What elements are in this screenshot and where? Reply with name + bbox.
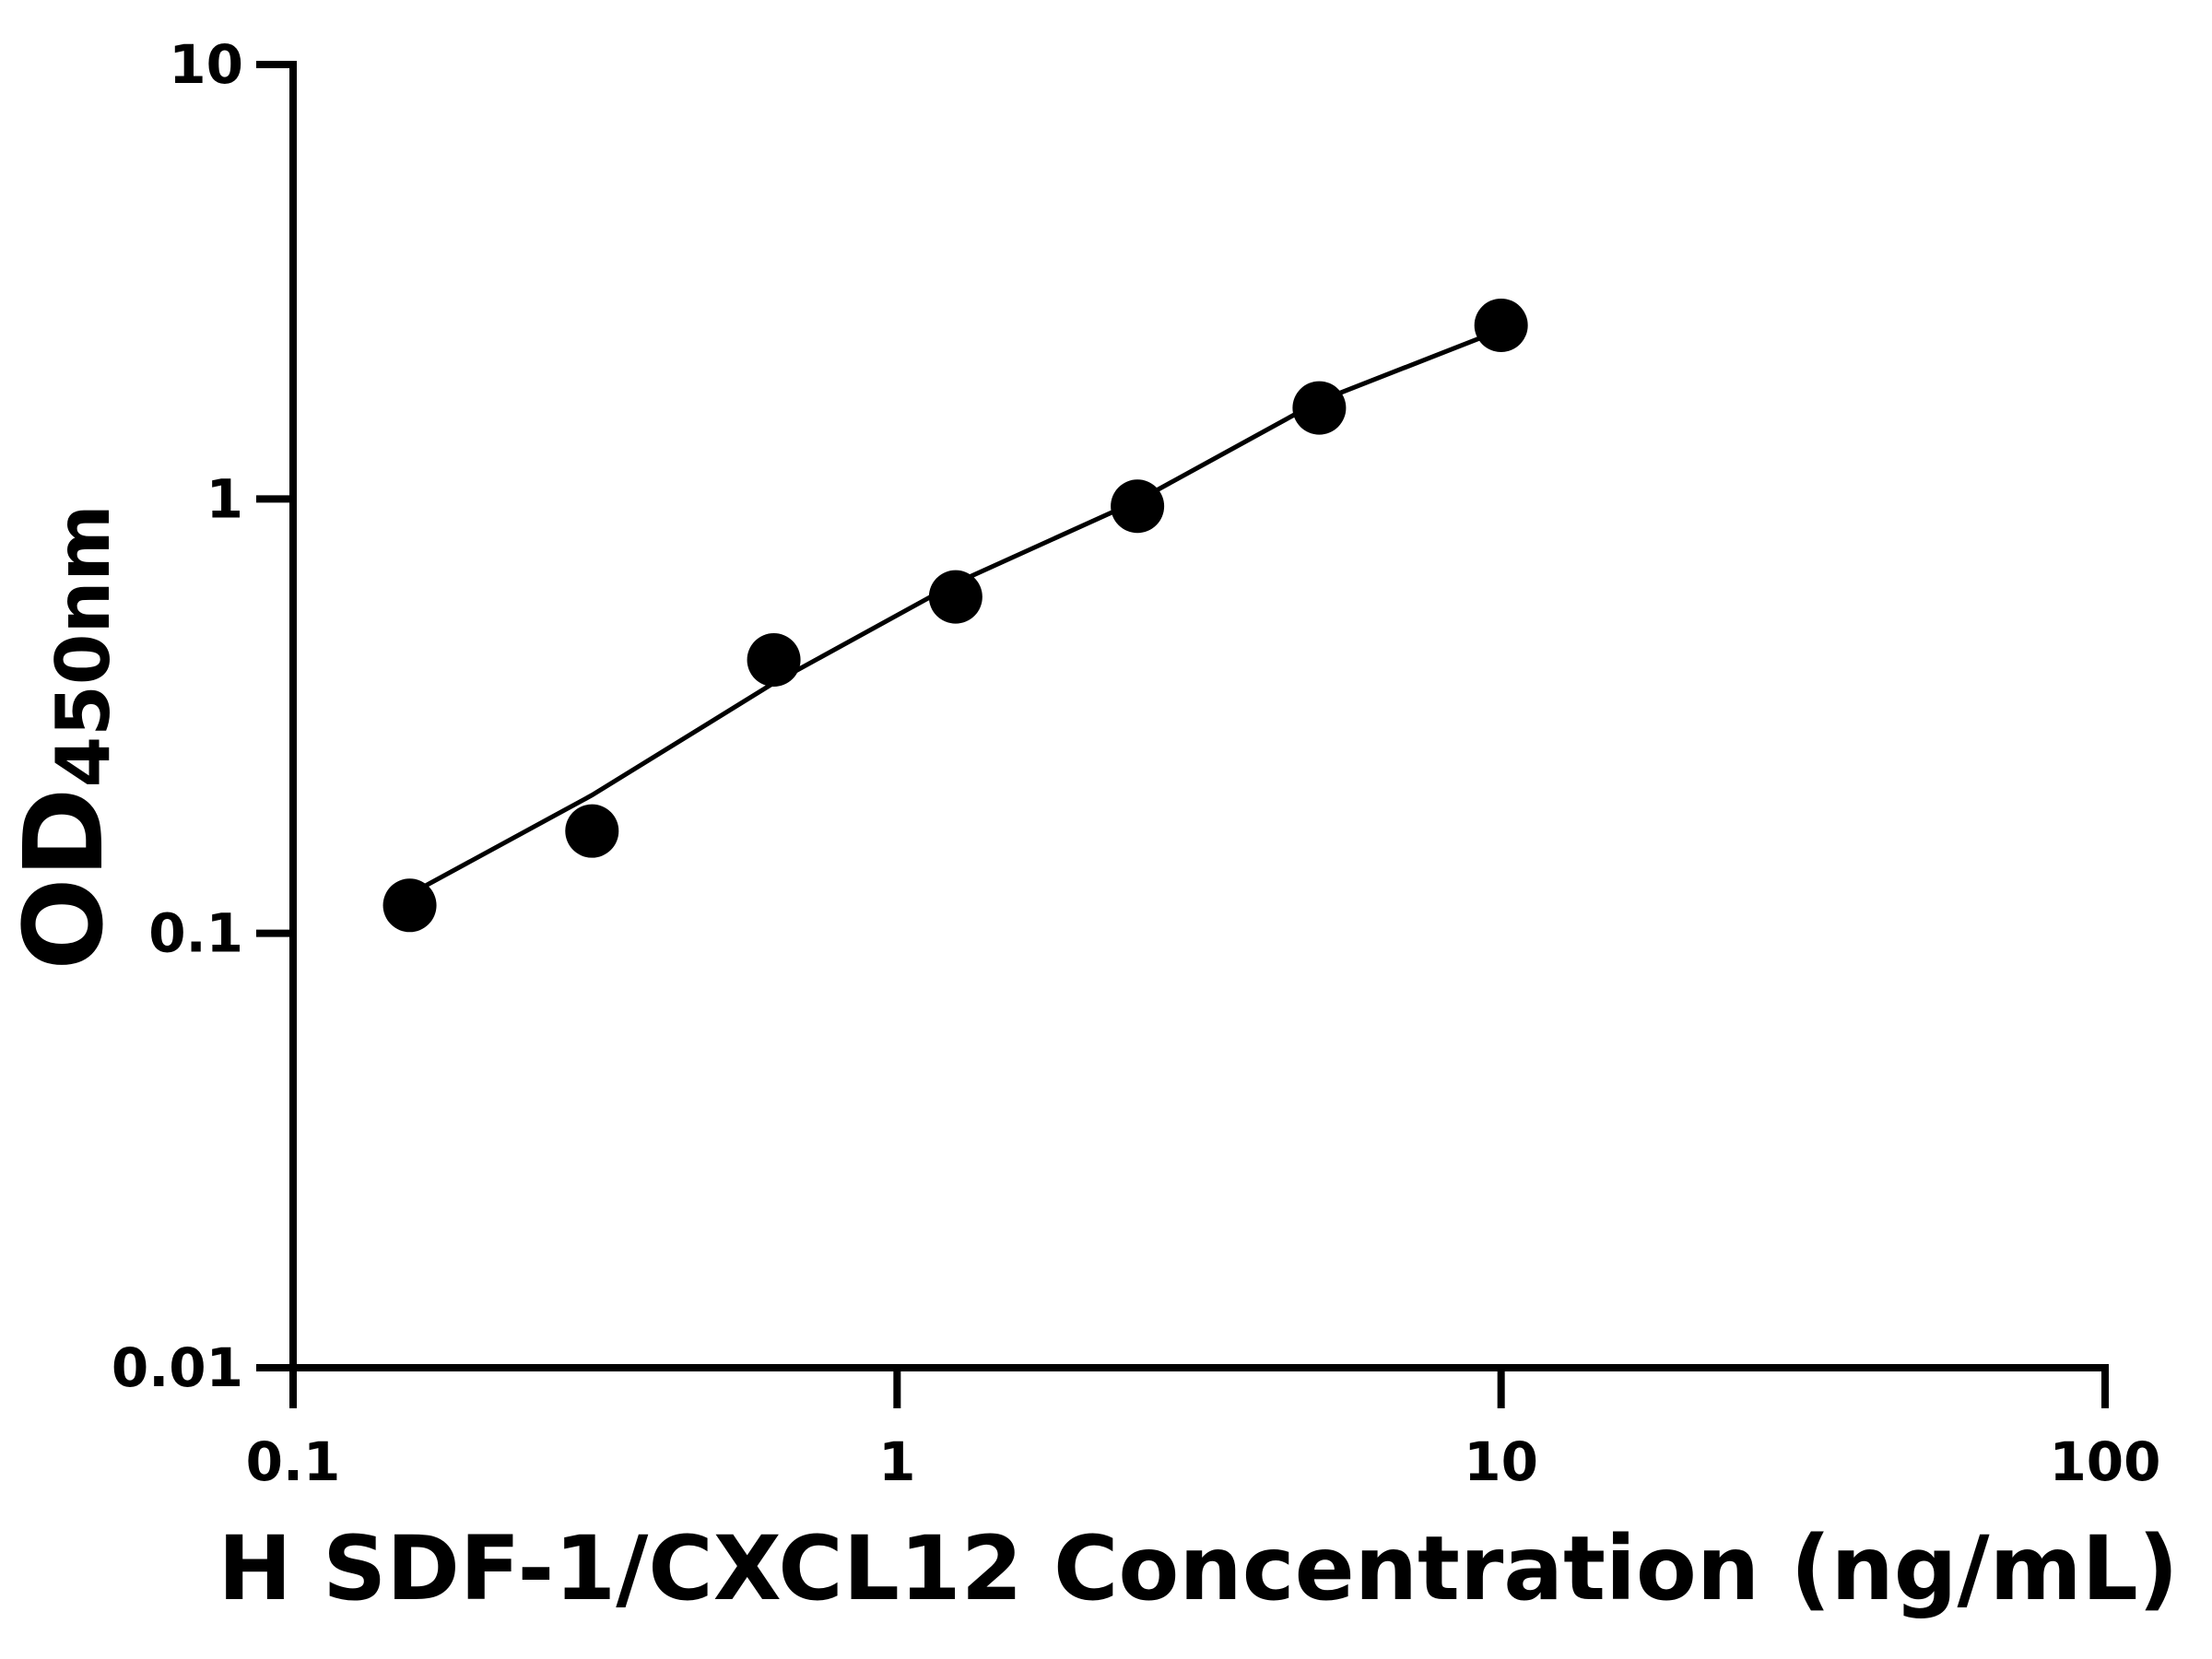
data-point [1474,298,1528,352]
y-axis-label-main: OD [0,788,127,971]
data-point [382,878,437,933]
data-point [1111,479,1165,534]
y-axis-label: OD450nm [0,504,127,971]
data-point [928,570,982,624]
x-tick-label: 0.1 [246,1430,341,1493]
data-point [747,633,801,688]
data-point [565,804,619,858]
y-tick-label: 0.1 [148,902,243,965]
y-tick-label: 10 [169,33,243,96]
y-tick-label: 1 [206,467,243,530]
y-axis-label-subscript: 450nm [41,504,126,787]
y-tick-label: 0.01 [112,1336,243,1399]
data-point [1292,381,1347,435]
x-axis-label: H SDF-1/CXCL12 Concentration (ng/mL) [218,1517,2178,1620]
x-tick-label: 100 [2049,1430,2160,1493]
x-tick-label: 1 [878,1430,915,1493]
x-tick-label: 10 [1464,1430,1538,1493]
